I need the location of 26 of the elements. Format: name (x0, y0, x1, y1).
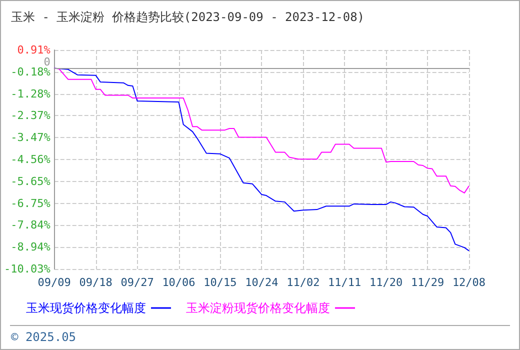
line-series (54, 68, 470, 252)
y-tick-label: -4.56% (10, 153, 51, 166)
y-tick-label: -8.94% (10, 240, 51, 254)
legend-label: 玉米现货价格变化幅度 (26, 301, 146, 315)
x-tick-label: 11/02 (286, 276, 320, 289)
x-tick-label: 10/06 (162, 276, 196, 289)
y-tick-label: -7.84% (10, 218, 51, 232)
y-tick-label: -10.03% (4, 262, 51, 276)
x-tick-label: 10/15 (204, 276, 237, 289)
y-tick-label: -3.47% (10, 131, 51, 144)
y-tick-label: -6.75% (10, 196, 51, 210)
x-tick-label: 11/29 (410, 276, 444, 289)
legend-label: 玉米淀粉现货价格变化幅度 (186, 301, 330, 315)
x-tick-label: 09/27 (120, 276, 154, 289)
text: © 2025.05 (11, 330, 76, 344)
y-tick-label: -1.28% (10, 87, 51, 100)
x-tick-label: 11/20 (370, 276, 403, 289)
x-tick-label: 09/09 (38, 276, 71, 289)
x-tick-label: 11/11 (328, 276, 362, 289)
y-tick-label: 0.91% (17, 44, 51, 56)
x-tick-label: 10/24 (245, 276, 279, 289)
chart-title: 玉米 - 玉米淀粉 价格趋势比较(2023-09-09 - 2023-12-08) (11, 10, 365, 24)
x-tick-label: 12/08 (452, 276, 486, 289)
y-tick-label: -2.37% (10, 109, 51, 122)
x-tick-label: 09/18 (79, 276, 112, 289)
y-tick-label: -5.65% (10, 174, 51, 188)
